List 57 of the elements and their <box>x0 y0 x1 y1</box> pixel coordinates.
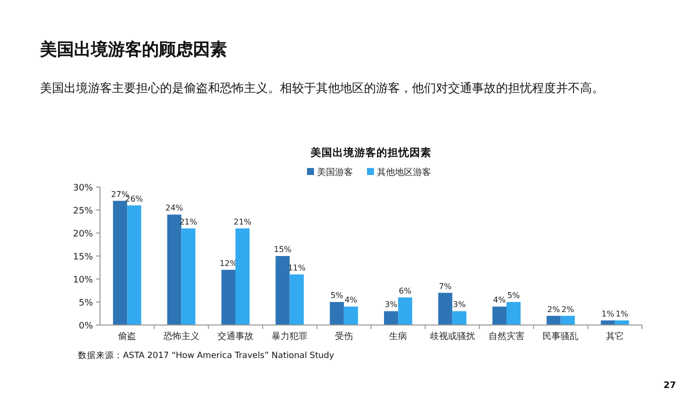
y-tick-label: 10% <box>72 276 94 286</box>
x-tick-label: 生病 <box>389 331 408 342</box>
bar <box>438 292 452 325</box>
data-label: 6% <box>398 286 412 296</box>
bar <box>127 205 142 325</box>
data-label: 15% <box>274 245 292 254</box>
data-label: 3% <box>384 300 398 310</box>
x-tick-label: 恐怖主义 <box>162 331 200 342</box>
y-tick-label: 30% <box>72 184 94 194</box>
x-tick-label: 自然灾害 <box>488 331 524 342</box>
x-tick-label: 受伤 <box>334 331 353 342</box>
bar <box>452 311 466 325</box>
text: 美国出境游客主要担心的是偷盗和恐怖主义。相较于其他地区的游客，他们对交通事故的担忧程度并不高。 <box>40 81 604 95</box>
x-tick-label: 民事骚乱 <box>542 331 579 342</box>
x-tick-label: 暴力犯罪 <box>272 331 308 342</box>
text: 27 <box>663 381 676 391</box>
bar <box>398 297 412 325</box>
bar <box>492 306 506 325</box>
chart-title: 美国出境游客的担忧因素 <box>310 146 432 159</box>
bar <box>506 302 521 325</box>
data-label: 2% <box>561 304 574 314</box>
data-label: 4% <box>344 296 358 305</box>
y-tick-label: 25% <box>72 206 94 216</box>
bar <box>546 316 561 325</box>
bar <box>167 214 182 325</box>
x-tick-label: 偷盗 <box>118 331 136 342</box>
legend-label: 美国游客 <box>317 167 353 178</box>
text: 美国出境游客的顾虑因素 <box>39 40 227 60</box>
bar <box>384 311 398 325</box>
bar <box>113 200 128 325</box>
data-label: 21% <box>234 217 252 226</box>
data-label: 4% <box>493 296 506 305</box>
bar <box>236 228 250 325</box>
data-label: 1% <box>602 309 615 318</box>
bar <box>221 270 236 325</box>
y-tick-label: 20% <box>72 230 94 240</box>
y-tick-label: 5% <box>78 298 94 308</box>
data-label: 5% <box>507 291 520 300</box>
data-label: 5% <box>330 291 344 300</box>
bar <box>290 274 304 325</box>
bar <box>344 306 358 325</box>
data-label: 7% <box>438 282 452 291</box>
data-label: 3% <box>452 300 466 310</box>
y-tick-label: 15% <box>72 252 94 262</box>
legend-label: 其他地区游客 <box>377 167 431 178</box>
bar <box>276 256 290 325</box>
x-tick-label: 其它 <box>606 331 624 342</box>
x-tick-label: 歧视或骚扰 <box>430 331 475 342</box>
data-label: 1% <box>616 309 629 318</box>
y-tick-label: 0% <box>78 322 94 332</box>
bar <box>560 316 575 325</box>
bar <box>181 228 196 325</box>
bar <box>330 302 344 325</box>
source-note: 数据来源：ASTA 2017 “How America Travels” National Study <box>78 350 334 361</box>
data-label: 24% <box>165 204 184 213</box>
x-tick-label: 交通事故 <box>218 331 254 342</box>
data-label: 2% <box>547 304 560 314</box>
